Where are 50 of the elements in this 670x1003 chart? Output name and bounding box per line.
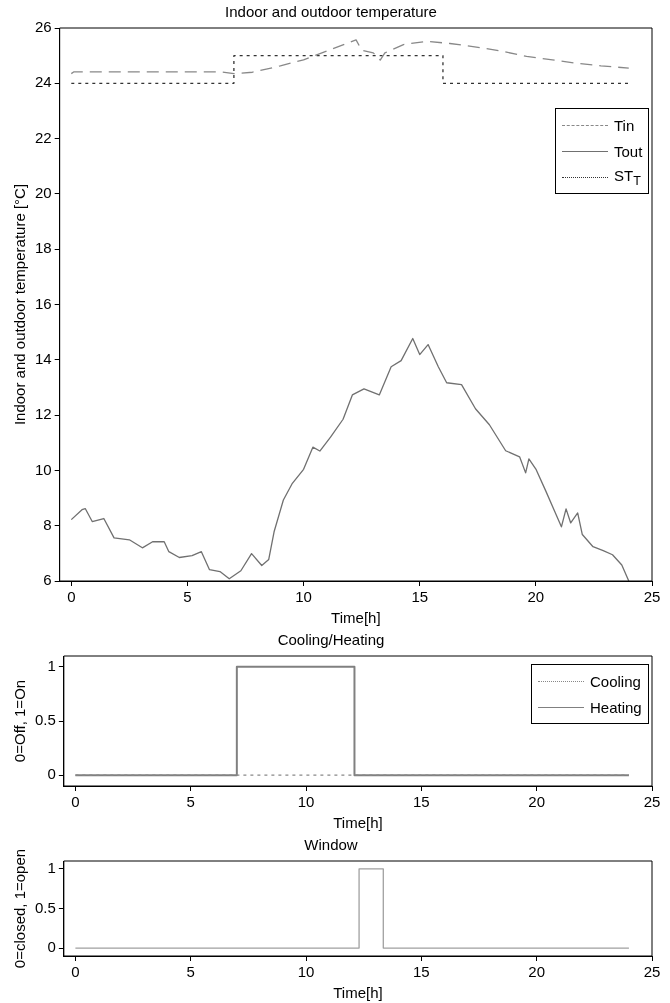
x-axis-title: Time[h] [333, 984, 383, 1002]
y-axis-title: Indoor and outdoor temperature [°C] [11, 183, 29, 426]
legend-label: Cooling [590, 672, 641, 690]
y-axis-title: 0=closed, 1=open [11, 848, 29, 969]
y-tick-label: 0 [47, 938, 56, 956]
legend-label: Heating [590, 698, 642, 716]
x-tick-label: 25 [643, 963, 661, 981]
x-tick-label: 15 [413, 963, 430, 981]
y-tick-label: 24 [35, 73, 52, 91]
x-tick-label: 10 [297, 963, 315, 981]
x-tick-label: 0 [67, 588, 76, 606]
x-tick-label: 5 [183, 588, 192, 606]
chart-title: Indoor and outdoor temperature [225, 3, 437, 21]
chart-title: Cooling/Heating [277, 631, 385, 649]
x-tick-label: 10 [297, 793, 315, 811]
y-tick-label: 6 [43, 571, 52, 589]
legend-label: ST$_{T}$ [614, 166, 641, 188]
y-tick-label: 1 [47, 859, 56, 877]
y-tick-label: 0.5 [34, 898, 56, 916]
x-tick-label: 20 [527, 588, 545, 606]
chart-title: Window [304, 836, 358, 854]
y-tick-label: 22 [35, 128, 52, 146]
x-tick-label: 0 [71, 793, 80, 811]
y-tick-label: 1 [47, 656, 56, 674]
y-tick-label: 10 [35, 460, 52, 478]
y-tick-label: 12 [35, 405, 52, 423]
x-tick-label: 5 [186, 963, 195, 981]
x-tick-label: 15 [413, 793, 430, 811]
y-tick-label: 16 [35, 294, 52, 312]
x-tick-label: 25 [643, 793, 661, 811]
y-tick-label: 0 [47, 765, 56, 783]
y-tick-label: 14 [35, 349, 52, 367]
y-tick-label: 20 [35, 184, 52, 202]
line-series [70, 39, 630, 75]
x-tick-label: 5 [186, 793, 195, 811]
x-axis-title: Time[h] [331, 609, 381, 627]
legend-label: Tout [614, 142, 643, 160]
y-axis-title: 0=Off, 1=On [11, 679, 29, 763]
x-tick-label: 0 [71, 963, 80, 981]
y-tick-label: 26 [35, 18, 52, 36]
x-tick-label: 25 [643, 588, 661, 606]
y-tick-label: 0.5 [34, 711, 56, 729]
legend-label: Tin [614, 116, 635, 134]
y-tick-label: 18 [35, 239, 52, 257]
x-tick-label: 15 [411, 588, 429, 606]
x-tick-label: 20 [528, 793, 546, 811]
x-tick-label: 20 [528, 963, 546, 981]
x-tick-label: 10 [295, 588, 312, 606]
x-axis-title: Time[h] [333, 814, 383, 832]
y-tick-label: 8 [43, 515, 52, 533]
